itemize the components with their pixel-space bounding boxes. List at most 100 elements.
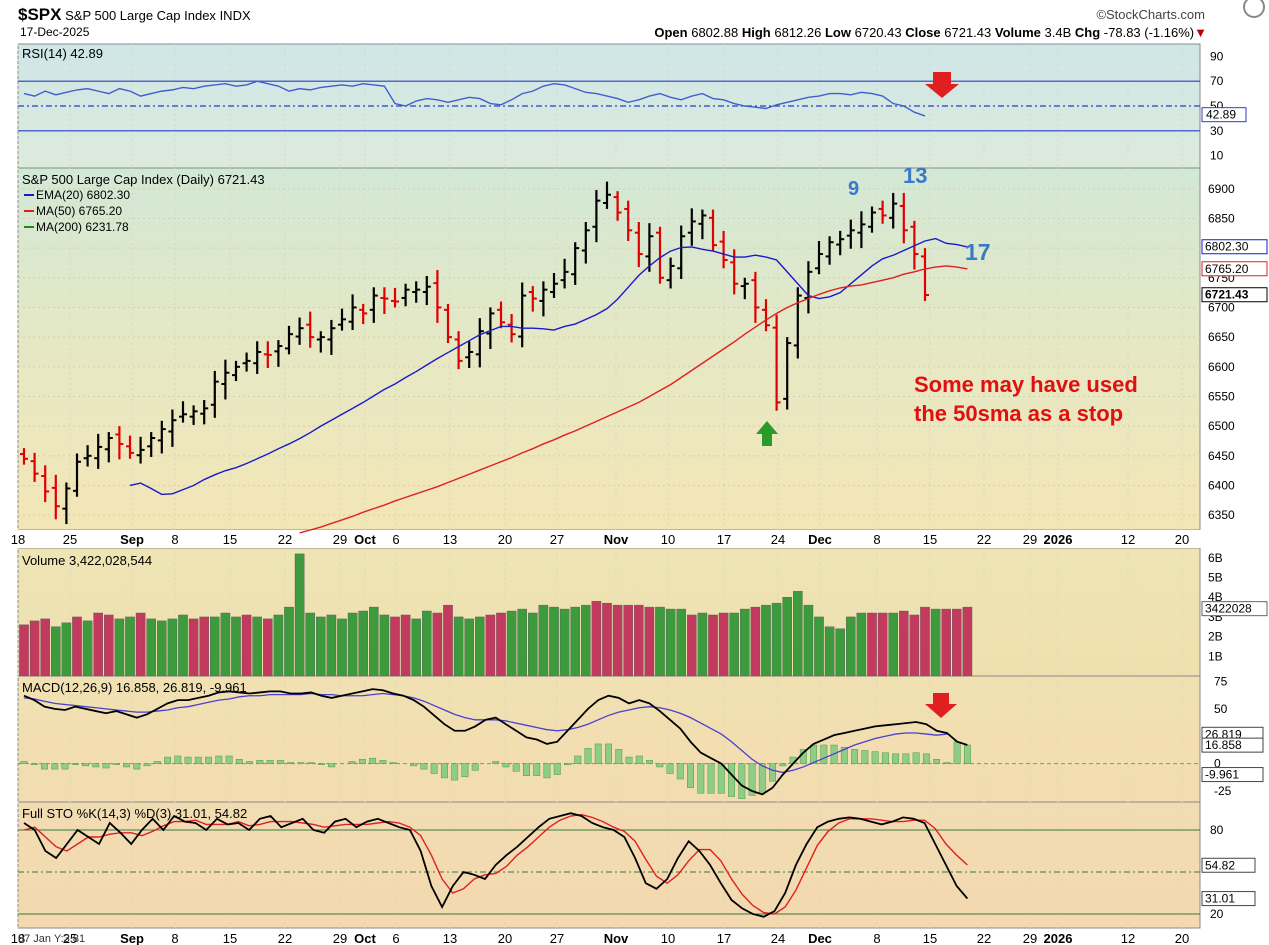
macd-histogram-bar: [707, 763, 715, 794]
volume-bar: [740, 608, 750, 677]
macd-histogram-bar: [748, 763, 756, 796]
volume-bar: [676, 608, 686, 677]
macd-histogram-bar: [594, 743, 602, 764]
ohlc-bar: [507, 313, 516, 343]
macd-histogram-bar: [543, 763, 551, 779]
ohlc-bar: [189, 405, 198, 425]
volume-bar: [655, 606, 665, 677]
macd-histogram-bar: [584, 748, 592, 764]
macd-histogram-bar: [112, 763, 120, 765]
volume-bar: [40, 618, 50, 677]
volume-bar: [930, 608, 941, 677]
macd-title: MACD(12,26,9) 16.858, 26.819, -9.961: [22, 680, 247, 695]
volume-bar: [93, 612, 103, 677]
volume-bar: [114, 618, 125, 677]
volume-bar: [909, 614, 920, 677]
ohlc-bar: [242, 352, 251, 372]
chart-title: $SPX S&P 500 Large Cap Index INDX: [18, 5, 251, 25]
price-y-tick-4: 6700: [1208, 300, 1235, 314]
macd-histogram-bar: [235, 759, 243, 764]
macd-histogram-bar: [840, 746, 848, 764]
rsi-y-tick-4: 10: [1210, 149, 1224, 163]
close-icon[interactable]: [1243, 0, 1265, 18]
x-tick-label-bottom-3: 8: [171, 931, 178, 945]
x-tick-label-bottom-15: 24: [771, 931, 785, 945]
macd-histogram-bar: [687, 763, 694, 789]
ohlc-bar: [253, 341, 262, 374]
macd-histogram-bar: [881, 752, 889, 764]
volume-bar: [782, 597, 792, 677]
volume-bar: [241, 614, 252, 677]
macd-histogram-bar: [30, 763, 38, 765]
wave-label-9: 9: [848, 178, 860, 200]
wave-label-17: 17: [965, 239, 991, 265]
volume-bar: [337, 618, 347, 677]
volume-y-tick-0: 6B: [1208, 551, 1223, 565]
low-value: 6720.43: [854, 25, 902, 40]
macd-histogram-bar: [646, 760, 653, 764]
macd-y-tick-0: 75: [1214, 674, 1228, 688]
macd-y-tick-4: -25: [1214, 784, 1232, 798]
volume-bar: [941, 608, 951, 677]
volume-y-tick-5: 1B: [1208, 649, 1223, 663]
volume-bar: [422, 610, 432, 677]
panel-price: [17, 167, 1201, 531]
macd-value-label-2: -9.961: [1205, 768, 1239, 782]
volume-bar: [379, 614, 390, 677]
ohlc-bar: [306, 311, 315, 348]
price-tag-0: 6802.30: [1205, 240, 1249, 254]
macd-y-tick-3: 0: [1214, 757, 1221, 771]
macd-histogram-bar: [523, 763, 530, 776]
x-tick-label-bottom-14: 17: [717, 931, 731, 945]
ohlc-bar: [518, 282, 527, 348]
x-tick-label-11: 27: [550, 532, 564, 547]
volume-bar: [761, 604, 771, 677]
price-y-tick-10: 6400: [1208, 478, 1235, 492]
ohlc-bar: [486, 307, 495, 349]
rsi-y-tick-0: 90: [1210, 49, 1224, 63]
ohlc-bar: [94, 433, 103, 469]
volume-bar: [125, 616, 135, 677]
ohlc-bar: [41, 465, 50, 503]
macd-histogram-bar: [287, 762, 295, 764]
chg-down-icon: ▼: [1194, 25, 1207, 40]
volume-bar: [156, 620, 167, 677]
ohlc-bar: [592, 189, 601, 243]
brand-label: ©StockCharts.com: [1096, 7, 1205, 22]
sto-value-label-1: 31.01: [1205, 892, 1235, 906]
macd-histogram-bar: [492, 761, 500, 764]
ohlc-bar: [857, 211, 866, 249]
x-tick-label-15: 24: [771, 532, 785, 547]
ohlc-bar: [369, 287, 378, 323]
ohlc-bar: [868, 206, 876, 233]
x-tick-label-14: 17: [717, 532, 731, 547]
volume-bar: [856, 612, 867, 677]
ohlc-bar: [539, 281, 548, 317]
macd-histogram-bar: [389, 762, 397, 764]
volume-bar: [167, 618, 178, 677]
volume-bar: [665, 608, 676, 677]
sto-k-line: [23, 812, 969, 918]
x-tick-label-10: 20: [498, 532, 512, 547]
macd-histogram-bar: [205, 756, 213, 764]
rsi-line: [23, 80, 926, 117]
ma50-line: [299, 265, 968, 534]
ohlc-readout: Open 6802.88 High 6812.26 Low 6720.43 Cl…: [654, 25, 1207, 40]
volume-bar: [506, 610, 517, 677]
ohlc-bar: [581, 222, 590, 264]
volume-bar: [72, 616, 82, 677]
volume-bar: [846, 616, 856, 677]
ohlc-bar: [136, 436, 145, 464]
macd-histogram-bar: [420, 763, 428, 770]
ohlc-bar: [380, 287, 389, 314]
macd-histogram-bar: [963, 744, 971, 764]
macd-histogram-bar: [738, 763, 746, 799]
volume-bar: [591, 600, 602, 677]
macd-histogram-bar: [697, 763, 705, 794]
ohlc-bar: [751, 271, 760, 323]
legend-entry-2: MA(200) 6231.78: [36, 220, 129, 234]
volume-bar: [634, 604, 644, 677]
x-tick-label-5: 22: [278, 532, 292, 547]
volume-bar: [252, 616, 263, 677]
macd-histogram-bar: [61, 763, 69, 770]
